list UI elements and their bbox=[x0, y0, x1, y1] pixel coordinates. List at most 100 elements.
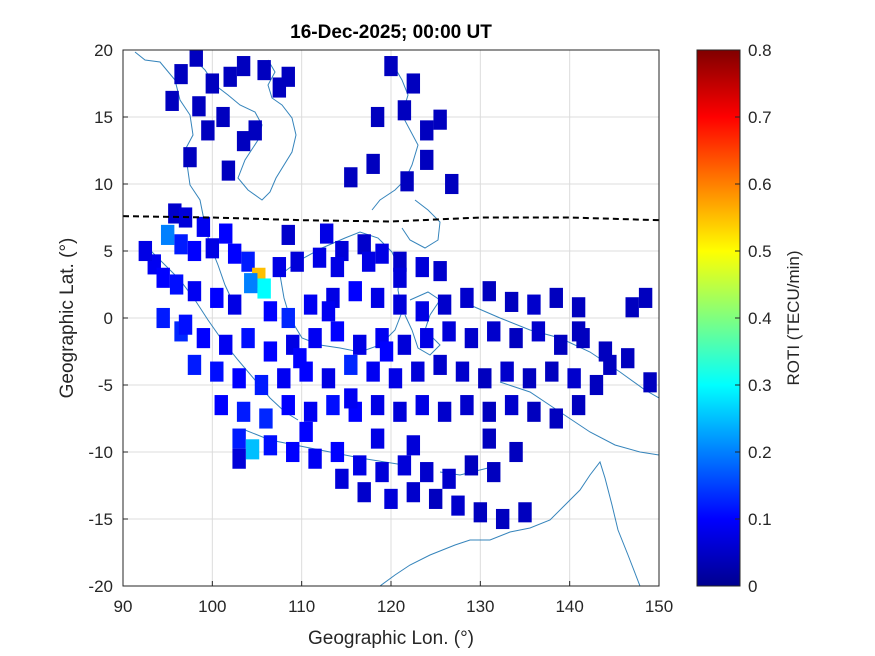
roti-cell bbox=[248, 120, 262, 141]
roti-cell bbox=[531, 321, 546, 342]
roti-cell bbox=[482, 401, 496, 422]
y-tick-label: 0 bbox=[104, 309, 113, 328]
roti-cell bbox=[241, 251, 255, 272]
coastline-indochina bbox=[194, 59, 297, 201]
roti-cell bbox=[219, 223, 233, 244]
roti-cell bbox=[196, 216, 211, 237]
roti-cell bbox=[478, 368, 492, 389]
roti-cell bbox=[196, 328, 211, 349]
roti-cell bbox=[460, 395, 474, 416]
roti-cell bbox=[321, 301, 336, 322]
roti-cell bbox=[236, 131, 251, 152]
colorbar-tick-label: 0.8 bbox=[748, 41, 772, 60]
roti-cell bbox=[571, 297, 586, 318]
roti-cell bbox=[223, 66, 237, 87]
roti-cell bbox=[216, 106, 230, 128]
roti-cell bbox=[286, 441, 300, 463]
roti-cell bbox=[518, 502, 532, 523]
roti-cell bbox=[464, 455, 479, 476]
roti-cell bbox=[451, 495, 465, 516]
roti-cell bbox=[312, 247, 327, 268]
roti-cell bbox=[344, 167, 358, 188]
roti-cell bbox=[236, 401, 251, 422]
y-axis-label: Geographic Lat. (°) bbox=[57, 238, 78, 399]
roti-cell bbox=[406, 482, 421, 503]
x-axis-label: Geographic Lon. (°) bbox=[308, 628, 474, 649]
roti-cell bbox=[308, 328, 322, 349]
y-tick-label: -20 bbox=[88, 577, 113, 596]
roti-cell bbox=[500, 361, 514, 382]
coastline-philippines-south bbox=[401, 199, 441, 249]
roti-cell bbox=[348, 281, 362, 302]
roti-cell bbox=[236, 56, 251, 77]
roti-cell bbox=[290, 251, 304, 272]
roti-cell bbox=[366, 153, 380, 174]
roti-cell bbox=[504, 291, 519, 312]
roti-cell bbox=[393, 267, 407, 288]
roti-cell bbox=[370, 428, 385, 449]
roti-cell bbox=[201, 120, 215, 141]
roti-cell bbox=[178, 314, 193, 335]
roti-cell bbox=[227, 294, 242, 315]
roti-cell bbox=[406, 435, 421, 456]
roti-cell bbox=[420, 149, 434, 170]
x-tick-label: 90 bbox=[114, 597, 133, 616]
roti-cell bbox=[168, 203, 182, 224]
x-tick-label: 140 bbox=[555, 597, 583, 616]
roti-cell bbox=[165, 90, 179, 111]
roti-cell bbox=[205, 73, 220, 94]
roti-cell bbox=[384, 56, 398, 77]
coastline-malay-peninsula bbox=[134, 51, 239, 313]
roti-cell bbox=[219, 334, 233, 355]
roti-cell bbox=[603, 354, 617, 375]
x-tick-label: 110 bbox=[288, 597, 315, 616]
y-tick-label: 20 bbox=[94, 41, 113, 60]
x-tick-label: 100 bbox=[198, 597, 226, 616]
roti-cell bbox=[281, 224, 295, 245]
y-tick-label: -5 bbox=[98, 376, 113, 395]
roti-cell bbox=[156, 307, 170, 329]
roti-cell bbox=[393, 294, 407, 315]
x-axis-ticks: 90 100 110 120 130 140 150 bbox=[114, 581, 673, 616]
roti-cell bbox=[187, 240, 202, 262]
roti-cell bbox=[244, 273, 258, 294]
plot-area: 90 100 110 120 130 140 150 20 15 10 5 0 -5 -10 -15 -20 bbox=[88, 41, 673, 616]
roti-cell bbox=[254, 374, 269, 396]
roti-cell bbox=[257, 60, 271, 81]
roti-cell bbox=[187, 281, 202, 302]
colorbar-tick-label: 0.3 bbox=[748, 376, 772, 395]
colorbar-label: ROTI (TECU/min) bbox=[784, 250, 803, 385]
roti-cell bbox=[156, 267, 170, 288]
roti-cell bbox=[393, 251, 407, 272]
roti-cell bbox=[464, 328, 479, 349]
roti-cell bbox=[487, 321, 501, 342]
roti-cell bbox=[263, 341, 278, 362]
roti-cell bbox=[545, 361, 559, 382]
roti-cell bbox=[571, 321, 586, 342]
roti-cell bbox=[415, 257, 429, 278]
roti-cell bbox=[160, 224, 175, 245]
roti-cell bbox=[482, 281, 496, 302]
roti-cell bbox=[420, 462, 434, 483]
y-axis-ticks: 20 15 10 5 0 -5 -10 -15 -20 bbox=[88, 41, 128, 596]
roti-cell bbox=[442, 321, 456, 342]
roti-cell bbox=[554, 334, 568, 355]
roti-cell bbox=[567, 368, 581, 389]
roti-cell bbox=[210, 287, 224, 308]
roti-cell bbox=[549, 408, 563, 429]
roti-cell bbox=[415, 395, 429, 416]
colorbar-ticks: 0.8 0.7 0.6 0.5 0.4 0.3 0.2 0.1 0 bbox=[735, 41, 772, 596]
roti-cell bbox=[393, 401, 407, 422]
roti-cell bbox=[169, 274, 184, 295]
roti-cell bbox=[214, 395, 228, 416]
roti-cell bbox=[437, 401, 452, 422]
colorbar-tick-label: 0.5 bbox=[748, 242, 772, 261]
y-tick-label: 15 bbox=[94, 108, 113, 127]
y-tick-label: -10 bbox=[88, 443, 113, 462]
roti-cell bbox=[303, 294, 318, 315]
roti-cell bbox=[384, 488, 398, 509]
roti-cell bbox=[245, 439, 260, 460]
x-tick-label: 120 bbox=[377, 597, 405, 616]
y-tick-label: -15 bbox=[88, 510, 113, 529]
